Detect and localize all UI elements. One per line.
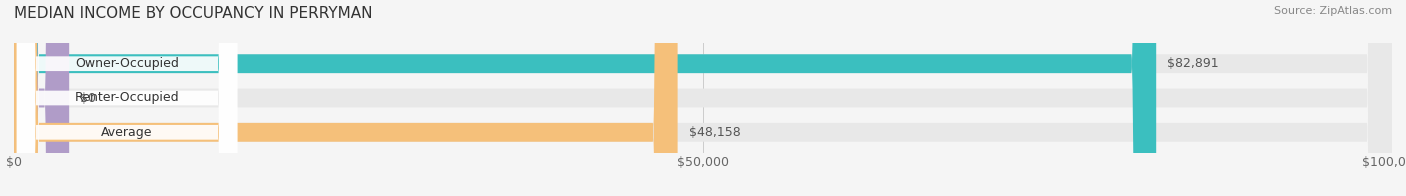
Text: $48,158: $48,158	[689, 126, 741, 139]
FancyBboxPatch shape	[14, 0, 1392, 196]
FancyBboxPatch shape	[14, 0, 678, 196]
Text: Average: Average	[101, 126, 153, 139]
FancyBboxPatch shape	[14, 0, 1392, 196]
FancyBboxPatch shape	[17, 0, 238, 196]
FancyBboxPatch shape	[17, 0, 238, 196]
Text: Source: ZipAtlas.com: Source: ZipAtlas.com	[1274, 6, 1392, 16]
Text: Owner-Occupied: Owner-Occupied	[75, 57, 179, 70]
Text: $82,891: $82,891	[1167, 57, 1219, 70]
FancyBboxPatch shape	[14, 0, 1156, 196]
FancyBboxPatch shape	[17, 0, 238, 196]
FancyBboxPatch shape	[14, 0, 69, 196]
Text: Renter-Occupied: Renter-Occupied	[75, 92, 180, 104]
FancyBboxPatch shape	[14, 0, 1392, 196]
Text: MEDIAN INCOME BY OCCUPANCY IN PERRYMAN: MEDIAN INCOME BY OCCUPANCY IN PERRYMAN	[14, 6, 373, 21]
Text: $0: $0	[80, 92, 96, 104]
